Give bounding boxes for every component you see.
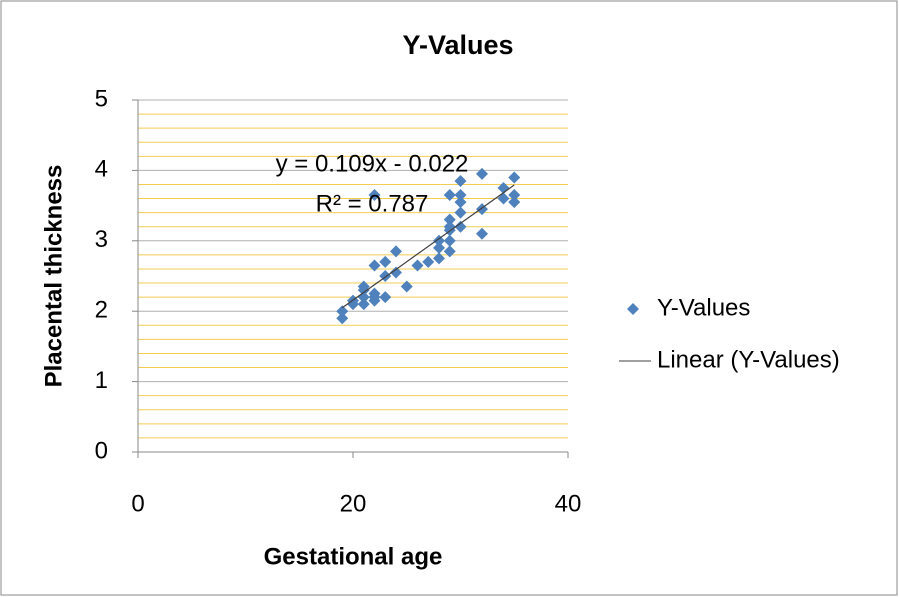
scatter-point <box>433 234 445 247</box>
scatter-point <box>454 196 467 209</box>
scatter-point <box>443 213 456 226</box>
scatter-point <box>443 234 456 247</box>
r-squared: R² = 0.787 <box>316 190 429 217</box>
trendline-equation: y = 0.109x - 0.022 <box>276 150 469 177</box>
scatter-point <box>411 259 424 272</box>
y-tick-label: 4 <box>95 156 108 183</box>
scatter-point <box>390 266 402 279</box>
scatter-point <box>454 220 467 233</box>
scatter-point <box>368 294 381 307</box>
scatter-point <box>454 174 467 187</box>
scatter-point <box>357 298 370 311</box>
scatter-point <box>476 227 488 240</box>
scatter-point <box>368 189 381 202</box>
scatter-point <box>443 189 456 202</box>
trendline <box>341 184 515 309</box>
x-tick-label: 0 <box>131 490 144 517</box>
chart-title: Y-Values <box>402 30 513 60</box>
scatter-point <box>368 259 381 272</box>
scatter-point <box>368 287 381 300</box>
scatter-point <box>400 280 413 293</box>
scatter-point <box>497 192 510 205</box>
scatter-point <box>379 291 392 304</box>
scatter-point <box>454 206 467 219</box>
y-tick-label: 5 <box>95 85 108 112</box>
scatter-point <box>476 167 488 180</box>
scatter-point <box>454 189 467 202</box>
scatter-point <box>433 252 445 265</box>
scatter-point <box>433 241 445 254</box>
scatter-point <box>422 255 435 268</box>
x-tick-label: 20 <box>340 490 367 517</box>
y-tick-label: 3 <box>95 226 108 253</box>
scatter-point <box>508 196 521 209</box>
scatter-point <box>508 171 521 184</box>
legend-label: Linear (Y-Values) <box>657 346 840 373</box>
scatter-point <box>443 245 456 258</box>
y-tick-label: 2 <box>95 297 108 324</box>
x-axis-label: Gestational age <box>264 543 443 570</box>
scatter-point <box>508 189 521 202</box>
y-tick-label: 1 <box>95 367 108 394</box>
y-axis-label: Placental thickness <box>40 165 67 388</box>
scatter-point <box>390 245 402 258</box>
x-tick-label: 40 <box>555 490 582 517</box>
y-tick-label: 0 <box>95 437 108 464</box>
scatter-point <box>336 305 349 318</box>
legend-label: Y-Values <box>657 294 750 321</box>
scatter-point <box>379 255 392 268</box>
scatter-point <box>336 312 349 325</box>
legend-marker <box>627 303 639 315</box>
